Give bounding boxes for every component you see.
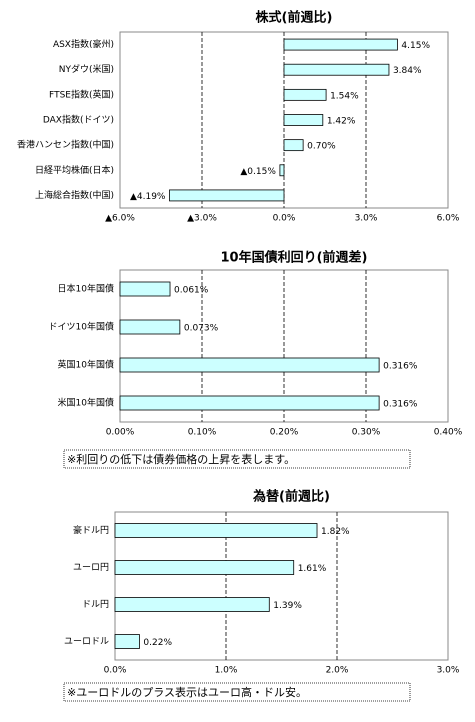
bar xyxy=(283,63,390,76)
x-tick-label: 0.20% xyxy=(270,428,299,438)
x-tick-label: 0.0% xyxy=(273,214,296,224)
chart-title: 10年国債利回り(前週差) xyxy=(221,250,368,266)
value-label: 1.39% xyxy=(273,601,302,611)
value-label: 0.316% xyxy=(383,400,418,410)
bar xyxy=(119,357,380,373)
x-tick-label: ▲6.0% xyxy=(105,214,135,224)
x-tick-label: 0.30% xyxy=(352,428,381,438)
value-label: 0.061% xyxy=(174,286,209,296)
bar xyxy=(119,319,181,335)
x-tick-label: 3.0% xyxy=(355,214,378,224)
category-label: 豪ドル円 xyxy=(73,524,109,536)
category-label: 英国10年国債 xyxy=(58,359,114,371)
category-label: ユーロ円 xyxy=(73,562,109,573)
value-label: 0.316% xyxy=(383,362,418,372)
chart-title: 為替(前週比) xyxy=(253,489,330,505)
chart-title: 株式(前週比) xyxy=(256,10,333,26)
x-tick-label: 6.0% xyxy=(437,214,460,224)
category-label: ドイツ10年国債 xyxy=(49,321,114,333)
note: ※ユーロドルのプラス表示はユーロ高・ドル安。 xyxy=(67,685,307,699)
note: ※利回りの低下は債券価格の上昇を表します。 xyxy=(67,452,295,466)
value-label: 3.84% xyxy=(393,66,422,76)
note-box xyxy=(63,682,411,702)
x-tick-label: 0.0% xyxy=(104,666,127,676)
category-label: ドル円 xyxy=(82,599,109,610)
category-label: 日本10年国債 xyxy=(58,283,114,295)
category-label: 上海総合指数(中国) xyxy=(35,189,114,201)
category-label: ASX指数(豪州) xyxy=(53,38,114,50)
x-tick-label: 0.10% xyxy=(188,428,217,438)
bar xyxy=(119,395,380,411)
bar xyxy=(283,38,398,51)
bar xyxy=(283,139,304,152)
x-tick-label: ▲3.0% xyxy=(187,214,217,224)
category-label: DAX指数(ドイツ) xyxy=(43,114,114,126)
category-label: 日経平均株価(日本) xyxy=(35,164,114,176)
value-label: 0.70% xyxy=(307,142,336,152)
value-label: 4.15% xyxy=(401,41,430,51)
x-tick-label: 0.40% xyxy=(434,428,463,438)
value-label: 1.82% xyxy=(321,527,350,537)
value-label: ▲0.15% xyxy=(240,167,276,177)
x-tick-label: 1.0% xyxy=(215,666,238,676)
value-label: 0.22% xyxy=(143,638,172,648)
x-tick-label: 2.0% xyxy=(326,666,349,676)
bar xyxy=(114,560,295,575)
bar xyxy=(279,164,285,177)
value-label: ▲4.19% xyxy=(130,192,166,202)
category-label: 米国10年国債 xyxy=(58,397,114,409)
bar xyxy=(283,88,327,101)
bar xyxy=(119,281,171,297)
value-label: 1.42% xyxy=(327,117,356,127)
category-label: ユーロドル xyxy=(64,637,109,647)
category-label: NYダウ(米国) xyxy=(59,63,114,75)
bar xyxy=(114,597,270,612)
x-tick-label: 3.0% xyxy=(437,666,460,676)
x-tick-label: 0.00% xyxy=(106,428,135,438)
bar xyxy=(114,523,318,538)
category-label: 香港ハンセン指数(中国) xyxy=(17,139,114,151)
value-label: 1.61% xyxy=(298,564,327,574)
bar xyxy=(169,189,285,202)
value-label: 1.54% xyxy=(330,91,359,101)
bar xyxy=(283,114,324,126)
category-label: FTSE指数(英国) xyxy=(49,88,114,100)
value-label: 0.073% xyxy=(184,324,219,334)
note-box xyxy=(63,449,411,469)
bar xyxy=(114,634,140,649)
